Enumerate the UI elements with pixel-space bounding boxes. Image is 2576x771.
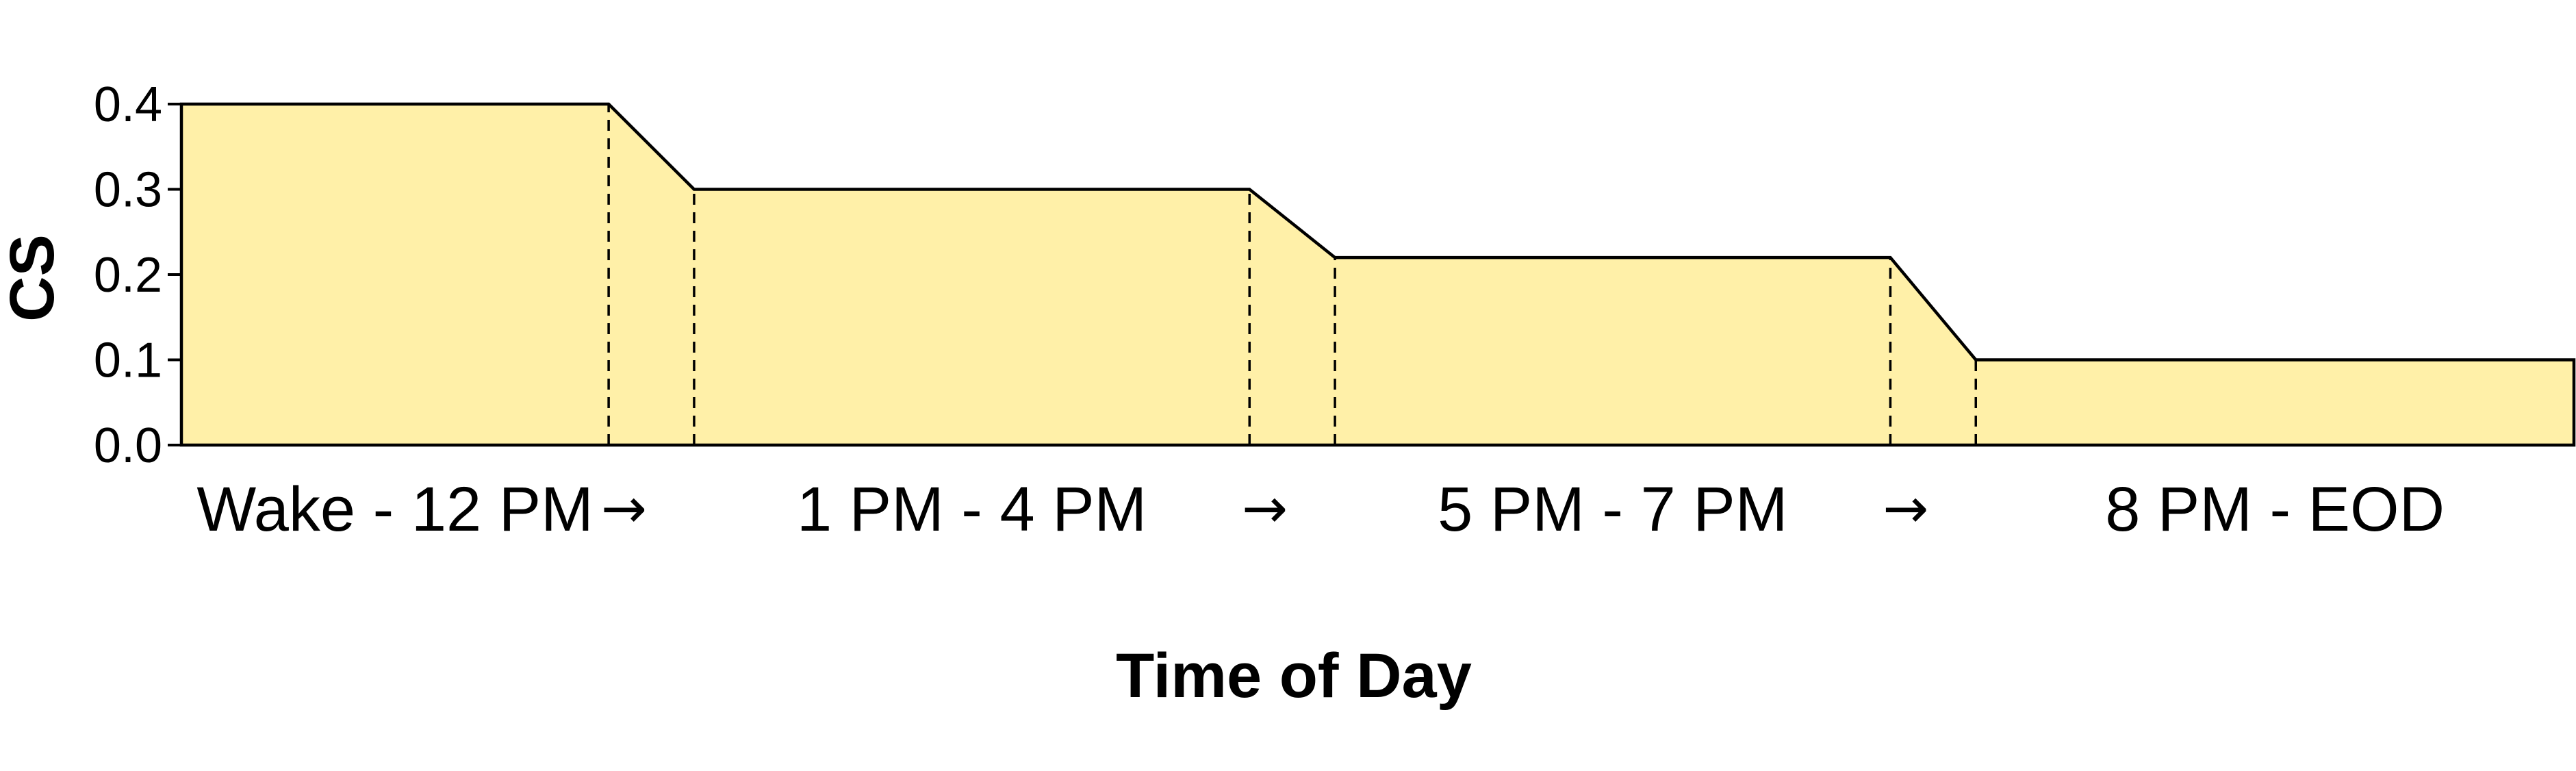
area-line <box>179 102 2576 447</box>
category-label: 8 PM - EOD <box>2105 475 2445 544</box>
category-label: 1 PM - 4 PM <box>797 475 1147 544</box>
category-label: Wake - 12 PM <box>196 475 593 544</box>
y-tick-label: 0.2 <box>94 248 162 303</box>
category-label: 5 PM - 7 PM <box>1438 475 1787 544</box>
y-tick-label: 0.0 <box>94 418 162 473</box>
y-tick-label: 0.1 <box>94 333 162 388</box>
y-axis-title: CS <box>0 234 67 322</box>
plot-area: 0.0 0.1 0.2 0.3 0.4 Wake - 12 PM 1 PM - 4 PM 5 … <box>94 77 2576 544</box>
x-axis-title: Time of Day <box>1116 641 1472 711</box>
y-tick-label: 0.3 <box>94 163 162 218</box>
area-fill <box>181 104 2574 445</box>
transition-arrow-label: → <box>1242 477 1288 540</box>
y-tick-label: 0.4 <box>94 77 162 132</box>
transition-arrow-label: → <box>601 477 647 540</box>
transition-arrow-label: → <box>1883 477 1928 540</box>
